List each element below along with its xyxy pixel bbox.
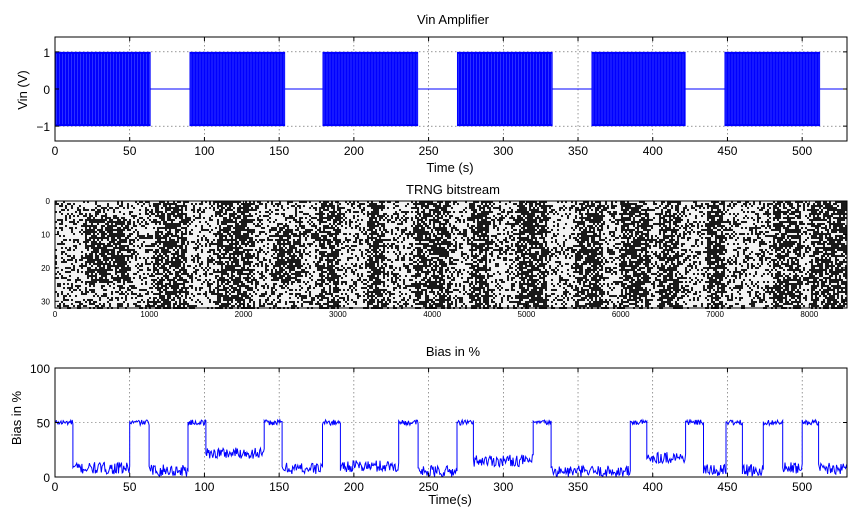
trng-ytick-label-0: 0 <box>46 197 51 206</box>
bias-xtick-label-6: 300 <box>493 480 513 494</box>
vin-xlabel: Time (s) <box>426 160 473 175</box>
trng-bitstream-plot: TRNG bitstream 0 1000 2000 3000 4000 5000 6000… <box>41 182 848 319</box>
bias-ylabel: Bias in % <box>9 390 24 445</box>
trng-title: TRNG bitstream <box>406 182 500 197</box>
vin-burst-4 <box>591 51 686 127</box>
trng-frame <box>54 200 848 309</box>
vin-burst-1 <box>189 51 286 127</box>
vin-xtick-label-0: 0 <box>52 144 59 158</box>
trng-ytick-label-3: 30 <box>41 297 50 306</box>
bias-series-line <box>55 418 847 477</box>
vin-xtick-label-5: 250 <box>419 144 439 158</box>
trng-xtick-label-7: 7000 <box>706 310 724 319</box>
vin-xtick-label-3: 150 <box>269 144 289 158</box>
bias-xtick-label-5: 250 <box>419 480 439 494</box>
vin-xtick-label-6: 300 <box>493 144 513 158</box>
vin-xtick-label-4: 200 <box>344 144 364 158</box>
trng-xtick-label-3: 3000 <box>329 310 347 319</box>
vin-burst-0 <box>55 51 151 127</box>
vin-xtick-label-10: 500 <box>792 144 812 158</box>
trng-xtick-label-6: 6000 <box>612 310 630 319</box>
trng-ytick-label-2: 20 <box>41 264 50 273</box>
vin-burst-texture-4 <box>592 53 684 125</box>
bias-xtick-label-10: 500 <box>792 480 812 494</box>
bias-ytick-label-2: 100 <box>30 362 50 376</box>
vin-amplifier-title: Vin Amplifier <box>417 12 490 27</box>
trng-xtick-label-5: 5000 <box>518 310 536 319</box>
bias-xtick-label-7: 350 <box>568 480 588 494</box>
vin-burst-3 <box>456 51 553 127</box>
trng-ytick-label-1: 10 <box>41 231 50 240</box>
bias-xlabel: Time(s) <box>428 492 472 507</box>
vin-xtick-label-7: 350 <box>568 144 588 158</box>
bias-ytick-label-1: 50 <box>37 416 51 430</box>
vin-burst-texture-5 <box>725 53 820 125</box>
bias-ytick-label-0: 0 <box>43 471 50 485</box>
bias-xtick-label-0: 0 <box>52 480 59 494</box>
vin-xtick-label-1: 50 <box>123 144 137 158</box>
vin-burst-texture-1 <box>190 53 285 125</box>
vin-amplifier-plot: Vin Amplifier Time (s) Vin (V) 0 50 100 150… <box>15 12 848 175</box>
bias-xtick-label-9: 450 <box>717 480 737 494</box>
bias-plot: Bias in % Time(s) Bias in % 0 50 100 150 200… <box>9 344 848 507</box>
trng-xtick-label-2: 2000 <box>235 310 253 319</box>
vin-xtick-label-2: 100 <box>194 144 214 158</box>
vin-ytick-label-1: 0 <box>43 83 50 97</box>
vin-ytick-label-0: −1 <box>36 120 50 134</box>
trng-xtick-label-4: 4000 <box>423 310 441 319</box>
vin-burst-5 <box>724 51 821 127</box>
vin-ylabel: Vin (V) <box>15 70 30 110</box>
vin-ytick-label-2: 1 <box>43 46 50 60</box>
vin-xtick-label-9: 450 <box>717 144 737 158</box>
vin-burst-texture-3 <box>458 53 552 125</box>
trng-xtick-label-1: 1000 <box>140 310 158 319</box>
bias-xtick-label-3: 150 <box>269 480 289 494</box>
vin-burst-texture-2 <box>323 53 418 125</box>
trng-bit-pixels <box>55 201 847 309</box>
vin-burst-2 <box>322 51 419 127</box>
bias-xtick-label-4: 200 <box>344 480 364 494</box>
bias-xtick-label-1: 50 <box>123 480 137 494</box>
bias-xtick-label-2: 100 <box>194 480 214 494</box>
vin-xtick-label-8: 400 <box>643 144 663 158</box>
bias-xtick-label-8: 400 <box>643 480 663 494</box>
bias-title: Bias in % <box>426 344 481 359</box>
trng-xtick-label-0: 0 <box>53 310 58 319</box>
trng-xtick-label-8: 8000 <box>800 310 818 319</box>
